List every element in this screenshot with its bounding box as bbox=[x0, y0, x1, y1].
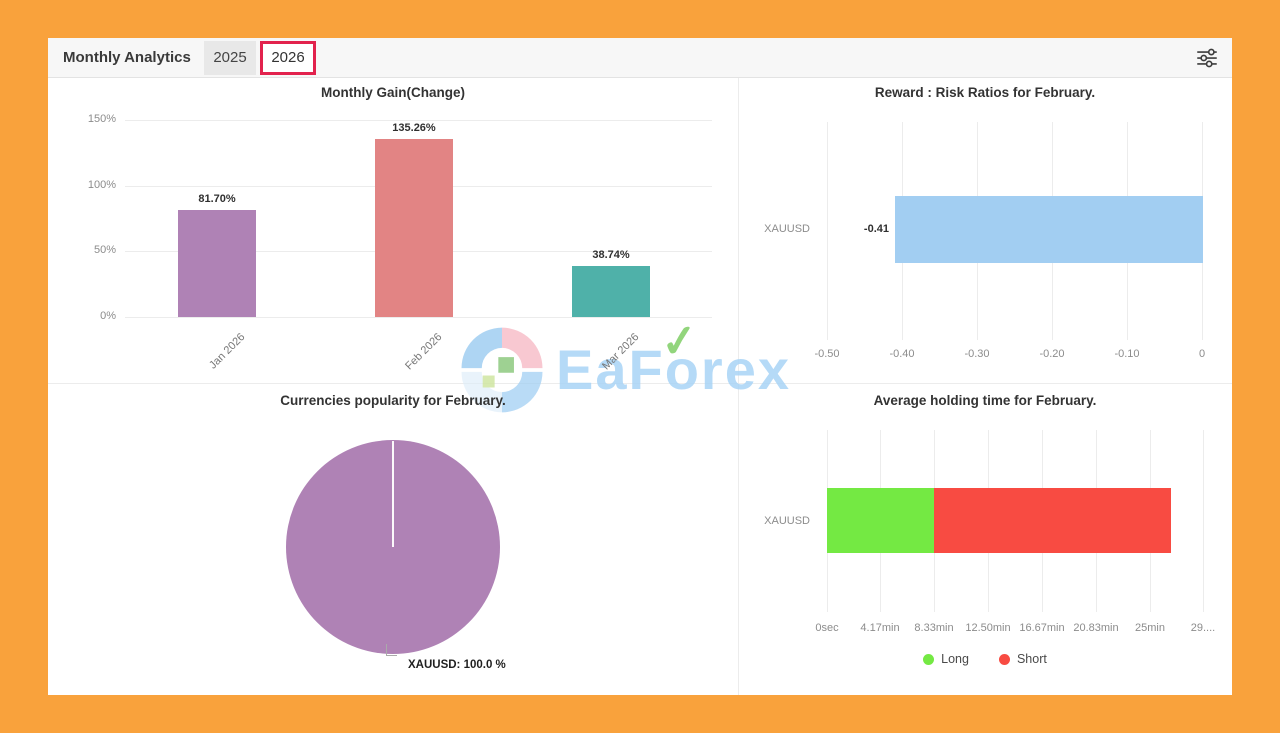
bar-value-label: -0.41 bbox=[863, 223, 889, 235]
chart-title-reward-risk: Reward : Risk Ratios for February. bbox=[874, 85, 1096, 100]
legend-dot-short bbox=[998, 653, 1010, 665]
x-axis-tick-label: 12.50min bbox=[965, 622, 1011, 634]
x-axis-tick-label: -0.50 bbox=[814, 348, 840, 360]
gain-bar[interactable] bbox=[375, 139, 453, 317]
holding-time-bar-short[interactable] bbox=[934, 488, 1171, 553]
gain-bar[interactable] bbox=[178, 210, 256, 317]
filter-sliders-icon[interactable] bbox=[1194, 45, 1220, 71]
legend-label: Short bbox=[1016, 652, 1047, 666]
reward-risk-bar[interactable] bbox=[895, 196, 1203, 263]
x-axis-tick-label: -0.30 bbox=[964, 348, 990, 360]
x-axis-tick-label: 16.67min bbox=[1019, 622, 1065, 634]
legend-item-short[interactable]: Short bbox=[998, 652, 1047, 666]
analytics-card: Monthly Analytics 2025 2026 EaFo ✓ rex bbox=[48, 38, 1232, 695]
y-axis-category-label: XAUUSD bbox=[764, 515, 810, 527]
y-axis-category-label: XAUUSD bbox=[764, 223, 810, 235]
x-axis-category-label: Jan 2026 bbox=[206, 331, 248, 372]
gridline bbox=[827, 122, 828, 340]
gridline bbox=[1203, 430, 1204, 612]
bar-value-label: 38.74% bbox=[592, 249, 630, 261]
holding-time-bar-long[interactable] bbox=[827, 488, 934, 553]
chart-title-currencies-popularity: Currencies popularity for February. bbox=[280, 393, 506, 408]
x-axis-tick-label: -0.10 bbox=[1114, 348, 1140, 360]
bar-value-label: 81.70% bbox=[198, 193, 236, 205]
bar-value-label: 135.26% bbox=[392, 122, 436, 134]
chart-title-avg-holding-time: Average holding time for February. bbox=[873, 393, 1097, 408]
tab-year-2026[interactable]: 2026 bbox=[260, 41, 316, 75]
x-axis-tick-label: -0.40 bbox=[889, 348, 915, 360]
y-axis-tick-label: 100% bbox=[87, 179, 116, 191]
x-axis-tick-label: 4.17min bbox=[860, 622, 900, 634]
x-axis-category-label: Feb 2026 bbox=[403, 331, 445, 373]
tab-year-2025[interactable]: 2025 bbox=[204, 41, 256, 75]
x-axis-tick-label: 20.83min bbox=[1073, 622, 1119, 634]
panel-divider-horizontal bbox=[48, 383, 1232, 384]
x-axis-tick-label: 29.... bbox=[1190, 622, 1216, 634]
y-axis-tick-label: 150% bbox=[87, 113, 116, 125]
x-axis-tick-label: 8.33min bbox=[914, 622, 954, 634]
x-axis-category-label: Mar 2026 bbox=[600, 331, 642, 373]
legend-dot-long bbox=[923, 653, 935, 665]
page-title: Monthly Analytics bbox=[63, 49, 191, 66]
x-axis-tick-label: 0sec bbox=[815, 622, 839, 634]
legend-item-long[interactable]: Long bbox=[923, 652, 969, 666]
charts-canvas: XAUUSD: 100.0 % 150% 100% 50% 0% 81.70% Jan 2… bbox=[48, 38, 1232, 695]
y-axis-tick-label: 50% bbox=[93, 244, 116, 256]
header-bar: Monthly Analytics 2025 2026 bbox=[48, 38, 1232, 78]
pie-label-leader-line bbox=[386, 644, 387, 656]
x-axis-tick-label: -0.20 bbox=[1039, 348, 1065, 360]
panel-divider-vertical bbox=[738, 78, 739, 695]
pie-label-leader-line bbox=[386, 655, 397, 656]
gain-bar[interactable] bbox=[572, 266, 650, 317]
holding-time-legend: Long Short bbox=[738, 652, 1232, 666]
y-axis-tick-label: 0% bbox=[100, 310, 116, 322]
gridline bbox=[125, 317, 712, 318]
pie-slice-divider bbox=[392, 441, 394, 547]
legend-label: Long bbox=[941, 652, 969, 666]
x-axis-tick-label: 0 bbox=[1198, 348, 1206, 360]
chart-title-monthly-gain: Monthly Gain(Change) bbox=[321, 85, 465, 100]
x-axis-tick-label: 25min bbox=[1135, 622, 1165, 634]
pie-slice-label: XAUUSD: 100.0 % bbox=[408, 659, 506, 671]
gridline bbox=[125, 120, 712, 121]
